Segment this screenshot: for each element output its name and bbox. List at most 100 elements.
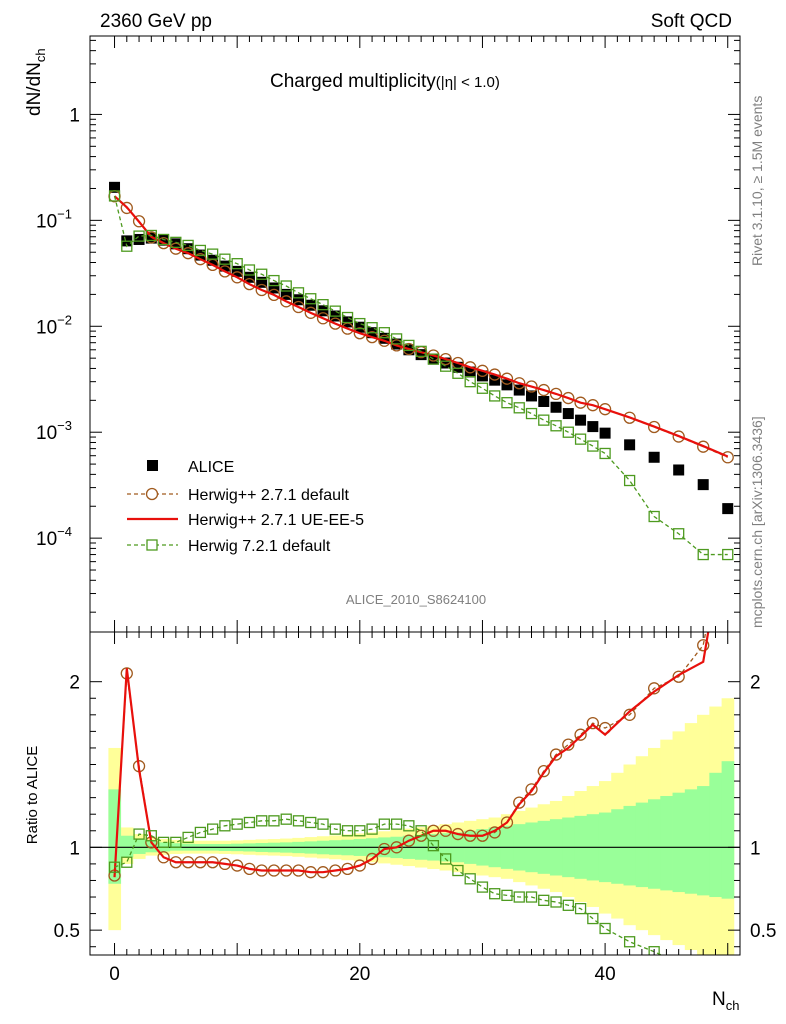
mc-point-square: [133, 230, 145, 242]
mc-point-circle: [562, 391, 575, 405]
series-line: [113, 195, 729, 458]
mc-point-circle: [390, 339, 403, 352]
ratio-point-square: [525, 891, 538, 903]
main-ylabel-text: dN/dN: [24, 62, 45, 116]
mc-point-square: [157, 233, 170, 246]
data-point-alice: [575, 414, 587, 426]
ratio-point-circle: [513, 796, 526, 809]
data-point-alice: [243, 271, 255, 283]
ratio-point-circle: [157, 851, 170, 864]
main-ylabel-sub: ch: [33, 48, 48, 62]
mc-point-circle: [672, 430, 685, 443]
mc-point-square: [513, 402, 525, 414]
ratio-point-circle: [537, 764, 550, 778]
ratio-point-square: [317, 818, 329, 830]
mc-point-square: [268, 274, 280, 287]
mc-point-circle: [353, 327, 366, 340]
data-point-alice: [440, 357, 452, 369]
ratio-point-square: [587, 912, 599, 925]
mc-point-circle: [181, 247, 195, 260]
ratio-point-square: [501, 889, 513, 902]
mc-point-square: [489, 390, 501, 402]
x-tick-label: 20: [349, 964, 370, 985]
mc-point-square: [378, 327, 390, 339]
mc-point-square: [280, 280, 292, 292]
ratio-point-square: [403, 820, 415, 832]
ratio-point-square: [206, 823, 219, 835]
x-tick-label: 40: [595, 964, 616, 985]
mc-point-square: [673, 528, 685, 540]
data-point-alice: [305, 299, 317, 311]
data-point-alice: [562, 408, 574, 420]
legend-label: Herwig++ 2.7.1 UE-EE-5: [188, 512, 364, 529]
mc-point-square: [341, 311, 354, 324]
mcplots-label: mcplots.cern.ch [arXiv:1306.3436]: [749, 416, 765, 628]
ratio-point-square: [157, 836, 170, 849]
mc-point-square: [452, 367, 464, 379]
mc-point-circle: [549, 387, 563, 401]
data-point-alice: [550, 401, 562, 413]
mc-point-circle: [648, 420, 661, 434]
ratio-y-tick-label-left: 0.5: [54, 921, 80, 942]
legend: ALICE Herwig++ 2.7.1 default Herwig++ 2.7.…: [127, 459, 364, 555]
ratio-point-square: [280, 813, 292, 825]
y-tick-label: 10−2: [36, 312, 72, 338]
ratio-point-square: [427, 840, 440, 852]
y-tick-mantissa: 10: [36, 423, 57, 444]
ratio-frame: [89, 631, 741, 956]
ratio-point-square: [145, 830, 157, 842]
mc-point-square: [501, 397, 513, 409]
data-point-alice: [673, 464, 685, 476]
data-point-alice: [109, 181, 121, 193]
data-point-alice: [599, 427, 611, 439]
mc-point-circle: [169, 242, 182, 255]
ratio-point-square: [550, 896, 562, 908]
ratio-y-tick-label-right: 2: [750, 673, 761, 694]
ratio-point-circle: [697, 639, 710, 652]
data-point-alice: [697, 479, 709, 491]
uncertainty-band-inner: [611, 809, 624, 884]
ratio-y-tick-label-right: 0.5: [750, 921, 776, 942]
rivet-version-label: Rivet 3.1.10, ≥ 1.5M events: [749, 96, 765, 266]
mc-point-square: [403, 339, 415, 352]
data-point-alice: [158, 234, 170, 246]
data-point-alice: [513, 384, 525, 396]
mc-point-circle: [623, 411, 636, 424]
mc-point-circle: [513, 377, 526, 390]
uncertainty-band-inner: [648, 799, 661, 889]
legend-marker-square: [146, 539, 158, 551]
mc-point-square: [305, 293, 317, 305]
mc-point-square: [121, 240, 133, 252]
mc-point-square: [329, 305, 341, 317]
ratio-point-square: [674, 958, 684, 968]
mc-point-circle: [316, 312, 330, 325]
ratio-point-circle: [562, 738, 575, 751]
ratio-point-square: [292, 815, 305, 827]
mc-point-square: [427, 353, 440, 365]
mc-point-circle: [598, 403, 612, 416]
data-point-alice: [256, 276, 268, 288]
analysis-id: ALICE_2010_S8624100: [346, 592, 486, 607]
mc-point-circle: [267, 288, 281, 302]
mc-point-circle: [537, 383, 550, 397]
mc-point-circle: [525, 380, 538, 393]
mc-point-square: [722, 548, 734, 561]
mc-point-square: [317, 299, 329, 311]
data-point-alice: [526, 390, 538, 402]
legend-label: Herwig 7.2.1 default: [188, 538, 331, 555]
mc-point-square: [574, 433, 587, 445]
x-axis-label-sub: ch: [726, 998, 740, 1013]
series-line: [113, 195, 728, 556]
plot-title-suffix: (|η| < 1.0): [436, 74, 500, 91]
mc-point-circle: [378, 334, 391, 347]
uncertainty-band-inner: [623, 805, 637, 886]
y-tick-mantissa: 10: [36, 211, 57, 232]
data-point-alice: [292, 294, 304, 306]
mc-point-square: [206, 248, 219, 260]
ratio-point-square: [648, 946, 660, 955]
mc-point-circle: [439, 352, 452, 366]
ratio-y-tick-label-left: 1: [69, 838, 80, 859]
uncertainty-band-inner: [120, 835, 134, 858]
ratio-point-square: [476, 881, 489, 893]
data-point-alice: [538, 395, 550, 407]
